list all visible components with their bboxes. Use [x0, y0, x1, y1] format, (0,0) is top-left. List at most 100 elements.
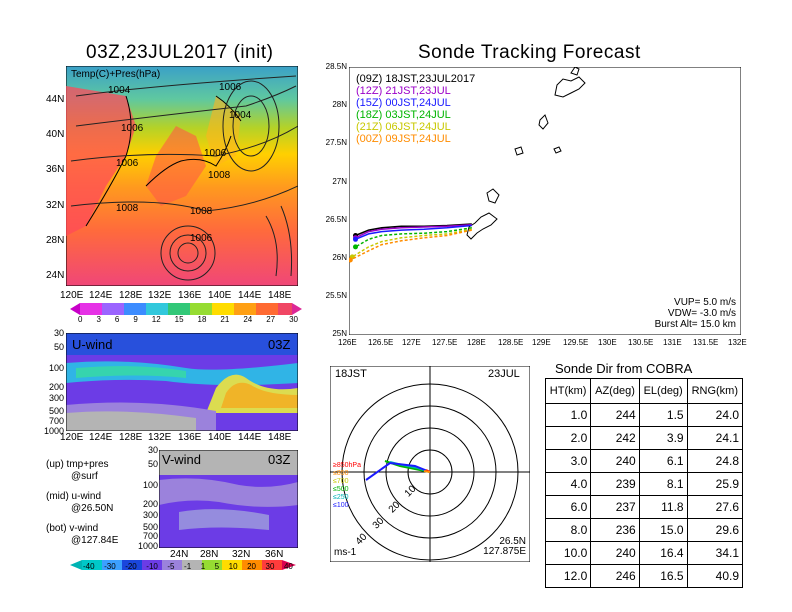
p-label: 30 [53, 328, 64, 338]
uwind-label: U-wind [72, 337, 113, 352]
lon-label: 128E [467, 338, 486, 347]
lon-label: 140E [208, 290, 232, 301]
note-up-level: @surf [71, 471, 98, 482]
uwind-time: 03Z [268, 337, 291, 352]
cell: 24.0 [686, 403, 744, 427]
lon-label: 136E [178, 290, 202, 301]
wind-colorbar-ticks: -40 -30 -20 -10 -5 -1 1 5 10 20 30 40 [83, 562, 293, 571]
cell: 242 [590, 426, 640, 450]
lat-label: 36N [46, 164, 65, 175]
lat-label: 44N [46, 94, 65, 105]
cell: 236 [590, 518, 640, 542]
table-row: 1.0 244 1.5 24.0 [544, 403, 744, 427]
track-legend: (09Z) 18JST,23JUL2017 (12Z) 21JST,23JUL … [356, 73, 475, 145]
table-row: 6.0 237 11.8 27.6 [544, 495, 744, 519]
lat-label: 24N [170, 549, 189, 560]
cell: 244 [590, 403, 640, 427]
pressure-entry: ≤250 [333, 494, 349, 501]
table-row: 10.0 240 16.4 34.1 [544, 541, 744, 565]
track-line [351, 228, 472, 258]
lon-label: 140E [208, 432, 232, 443]
cell: 246 [590, 564, 640, 588]
vwind-section [159, 450, 298, 548]
cell: 8.0 [544, 518, 592, 542]
tick-label: 12 [151, 315, 161, 324]
cell: 240 [590, 449, 640, 473]
p-label: 50 [53, 342, 64, 352]
legend-entry: (15Z) 00JST,24JUL [356, 97, 451, 109]
p-label: 30 [147, 445, 158, 455]
vwind-label: V-wind [162, 452, 202, 467]
lat-label: 27.5N [325, 138, 347, 147]
cell: 8.1 [638, 472, 688, 496]
sonde-dir-title: Sonde Dir from COBRA [555, 361, 693, 376]
track-plot [349, 67, 741, 335]
isobar-label: 1006 [116, 158, 139, 169]
cell: 1.5 [638, 403, 688, 427]
lon-label: 148E [268, 290, 292, 301]
lon-label: 131.5E [693, 338, 719, 347]
cell: 3.0 [544, 449, 592, 473]
tick-label: -40 [83, 562, 95, 571]
track-endpoint [353, 236, 358, 242]
lat-label: 27N [332, 177, 347, 186]
temperature-colorbar [70, 303, 302, 315]
table-header-row: HT(km) AZ(deg) EL(deg) RNG(km) [544, 378, 744, 404]
hodo-time: 18JST [335, 368, 367, 380]
p-label: 100 [48, 363, 64, 373]
tick-label: 15 [174, 315, 184, 324]
lat-label: 28N [332, 100, 347, 109]
column-header: EL(deg) [638, 378, 688, 404]
cell: 240 [590, 541, 640, 565]
column-header: RNG(km) [686, 378, 744, 404]
cell: 16.5 [638, 564, 688, 588]
legend-entry: (00Z) 09JST,24JUL [356, 133, 451, 145]
lon-label: 144E [238, 290, 262, 301]
lon-label: 132E [728, 338, 747, 347]
cell: 10.0 [544, 541, 592, 565]
isobar-label: 1008 [208, 170, 231, 181]
note-bot: (bot) v-wind [46, 523, 99, 534]
table-row: 12.0 246 16.5 40.9 [544, 564, 744, 588]
tick-label: 0 [78, 315, 83, 324]
isobar-label: 1004 [229, 110, 252, 121]
tick-label: 24 [243, 315, 253, 324]
lat-label: 25N [332, 329, 347, 338]
lat-label: 28N [46, 235, 65, 246]
cell: 1.0 [544, 403, 592, 427]
pressure-entry: ≤100 [333, 502, 349, 509]
lon-label: 127E [402, 338, 421, 347]
cell: 239 [590, 472, 640, 496]
note-mid: (mid) u-wind [46, 491, 102, 502]
isobar-label: 1006 [190, 233, 213, 244]
cell: 24.8 [686, 449, 744, 473]
tick-label: 40 [283, 562, 293, 571]
pressure-entry: ≤500 [333, 486, 349, 493]
p-label: 500 [142, 522, 158, 532]
hodo-unit: ms-1 [334, 547, 357, 558]
p-label: 200 [48, 382, 64, 392]
cell: 237 [590, 495, 640, 519]
tick-label: 9 [133, 315, 138, 324]
map-legend-label: Temp(C)+Pres(hPa) [71, 69, 161, 80]
note-bot-level: @127.84E [71, 535, 119, 546]
cell: 12.0 [544, 564, 592, 588]
lon-label: 120E [60, 290, 84, 301]
lat-label: 26N [332, 253, 347, 262]
uwind-pressure-axis: 30 50 100 200 300 500 700 1000 [30, 328, 64, 436]
lon-label: 120E [60, 432, 84, 443]
tick-label: 3 [96, 315, 101, 324]
pressure-entry: ≥850hPa [333, 462, 361, 469]
tick-label: 27 [266, 315, 276, 324]
lon-label: 128E [119, 290, 143, 301]
wind-colorbar [70, 560, 296, 570]
cell: 25.9 [686, 472, 744, 496]
surface-map [66, 66, 298, 286]
hodo-lat: 26.5N [499, 536, 526, 547]
cell: 34.1 [686, 541, 744, 565]
notes: (up) tmp+pres @surf (mid) u-wind @26.50N… [46, 459, 118, 547]
cell: 2.0 [544, 426, 592, 450]
p-label: 500 [48, 406, 64, 416]
tick-label: -20 [125, 562, 137, 571]
tick-label: 21 [220, 315, 230, 324]
